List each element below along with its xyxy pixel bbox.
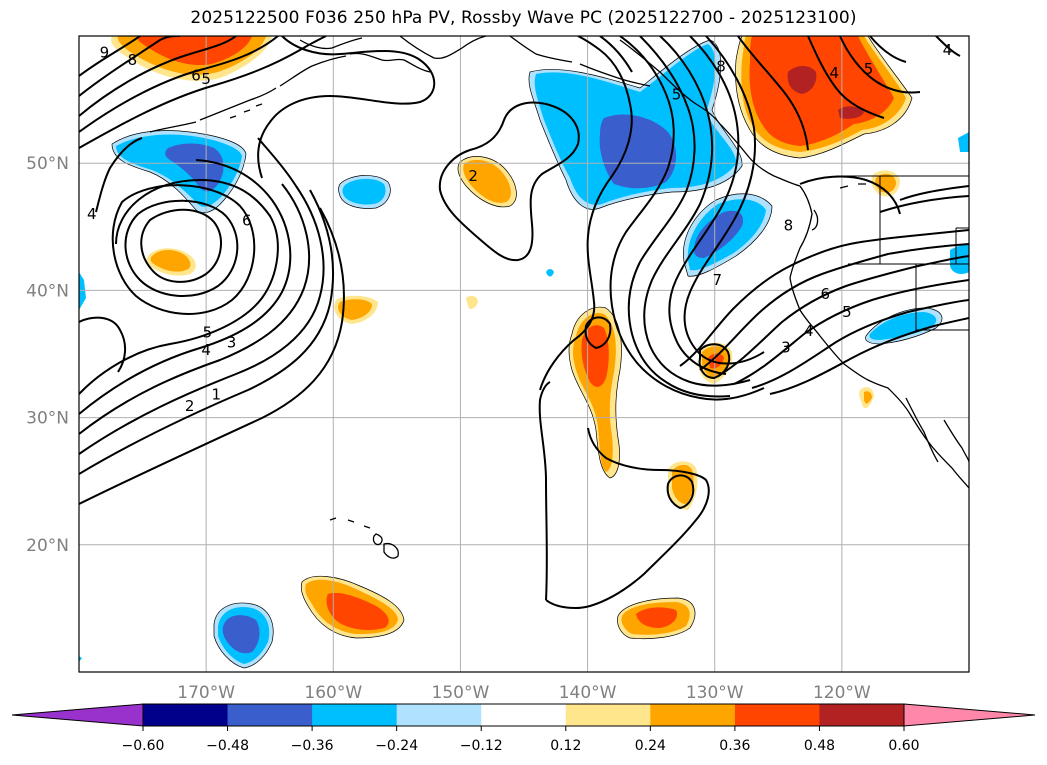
lat-tick-label: 20°N: [26, 536, 69, 556]
contour-label: 2: [185, 397, 195, 415]
positive-anomaly-west-low: [146, 248, 196, 276]
lat-tick-label: 30°N: [26, 409, 69, 429]
negative-anomaly-sw-corner: [79, 656, 82, 662]
positive-anomaly-hawaii-south: [301, 576, 404, 638]
negative-anomaly-tiny: [546, 269, 554, 277]
lon-tick-label: 170°W: [177, 683, 235, 703]
positive-anomaly-central: [569, 307, 622, 478]
pv-contours: [79, 36, 969, 609]
contour-label: 4: [829, 64, 839, 82]
colorbar-extend-min: [11, 703, 144, 727]
colorbar-tick-label: −0.36: [291, 738, 334, 754]
colorbar-segment: [143, 704, 229, 726]
contour-label: 6: [242, 211, 252, 229]
colorbar-segment: [565, 704, 651, 726]
colorbar-outline: [142, 703, 905, 727]
positive-anomaly-baja-b: [864, 391, 872, 404]
lat-tick-label: 40°N: [26, 281, 69, 301]
negative-anomaly-tropics: [214, 602, 274, 668]
contour-label: 4: [804, 322, 814, 340]
colorbar-segment: [734, 704, 820, 726]
contour-label: 5: [864, 60, 874, 78]
contour-label: 8: [784, 217, 794, 235]
colorbar-tick-label: −0.48: [206, 738, 249, 754]
contour-label: 1: [212, 386, 222, 404]
contour-label: 8: [716, 58, 726, 76]
contour-label: 3: [227, 334, 237, 352]
colorbar-extend-max: [903, 703, 1036, 727]
colorbar-segment: [481, 704, 567, 726]
map-title: 2025122500 F036 250 hPa PV, Rossby Wave …: [190, 8, 857, 28]
lon-tick-label: 160°W: [304, 683, 362, 703]
colorbar-tick-label: 0.12: [550, 738, 581, 754]
contour-label: 5: [201, 70, 211, 88]
contour-label: 3: [781, 339, 791, 357]
contour-label: 5: [842, 303, 852, 321]
longitude-labels: 170°W 160°W 150°W 140°W 130°W 120°W: [177, 683, 871, 703]
colorbar-segment: [227, 704, 313, 726]
positive-anomaly-tiny: [466, 295, 478, 309]
contour-label: 5: [203, 323, 213, 341]
contour-label: 4: [87, 205, 97, 223]
colorbar-segment: [650, 704, 736, 726]
contour-label: 6: [821, 285, 831, 303]
negative-anomaly-east-edge-2: [958, 132, 969, 152]
latitude-labels: 20°N 30°N 40°N 50°N: [26, 154, 69, 556]
contour-label: 2: [468, 167, 478, 185]
colorbar-tick-label: 0.24: [635, 738, 666, 754]
colorbar-segment: [312, 704, 398, 726]
colorbar-tick-label: −0.60: [122, 738, 165, 754]
colorbar-segment: [396, 704, 482, 726]
map-frame: [78, 35, 970, 673]
negative-anomaly-small-a: [338, 175, 391, 209]
negative-anomaly-off-oregon: [683, 193, 772, 277]
colorbar-tick-label: 0.60: [888, 738, 919, 754]
contour-label: 5: [672, 86, 682, 104]
colorbar: −0.60 −0.48 −0.36 −0.24 −0.12 0.12 0.24 0.36 0.4…: [11, 703, 1036, 754]
positive-anomaly-western-canada: [735, 36, 912, 158]
negative-anomaly-socal: [865, 308, 942, 344]
colorbar-tick-label: 0.36: [719, 738, 750, 754]
lon-tick-label: 130°W: [686, 683, 744, 703]
negative-anomaly-east-edge: [950, 244, 969, 274]
positive-anomaly-small-b: [458, 156, 517, 207]
colorbar-tick-label: −0.12: [460, 738, 503, 754]
colorbar-tick-label: 0.48: [804, 738, 835, 754]
positive-anomaly-small-c: [334, 295, 378, 324]
colorbar-tick-label: −0.24: [375, 738, 418, 754]
lon-tick-label: 140°W: [559, 683, 617, 703]
negative-anomaly-west-edge: [79, 272, 86, 310]
lon-tick-label: 120°W: [813, 683, 871, 703]
negative-anomaly-gulf-of-alaska: [528, 40, 743, 210]
contour-label: 9: [100, 44, 110, 62]
positive-anomaly-tropics-east: [617, 598, 695, 639]
contour-label: 8: [128, 51, 138, 69]
lon-tick-label: 150°W: [432, 683, 490, 703]
contour-label: 4: [201, 341, 211, 359]
lat-tick-label: 50°N: [26, 154, 69, 174]
contour-label: 7: [712, 271, 722, 289]
contour-label: 6: [191, 66, 201, 84]
contour-label: 4: [943, 41, 953, 59]
colorbar-segment: [819, 704, 905, 726]
map-gridlines: [79, 36, 969, 672]
